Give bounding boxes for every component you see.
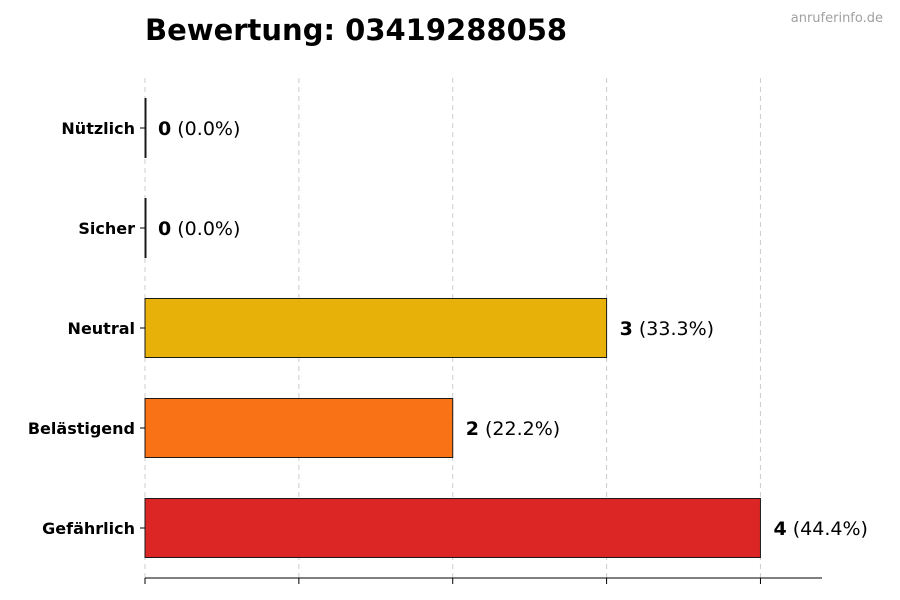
bar-2 <box>144 298 608 358</box>
bar-4 <box>144 498 761 558</box>
category-label-2: Neutral <box>68 319 135 338</box>
value-label-3: 2 (22.2%) <box>466 418 560 440</box>
value-percent-0: (0.0%) <box>171 118 240 140</box>
category-label-3: Belästigend <box>28 419 135 438</box>
value-count-3: 2 <box>466 418 479 440</box>
gridlines <box>144 78 761 578</box>
value-percent-3: (22.2%) <box>479 418 560 440</box>
category-label-4: Gefährlich <box>42 519 135 538</box>
category-label-1: Sicher <box>78 219 135 238</box>
watermark-text: anruferinfo.de <box>791 11 883 26</box>
category-label-0: Nützlich <box>61 119 135 138</box>
value-count-1: 0 <box>158 218 171 240</box>
chart-title: Bewertung: 03419288058 <box>145 13 567 47</box>
value-percent-4: (44.4%) <box>787 518 868 540</box>
bar-3 <box>144 398 454 458</box>
bar-1 <box>144 198 147 258</box>
value-label-1: 0 (0.0%) <box>158 218 240 240</box>
bar-0 <box>144 98 147 158</box>
value-count-4: 4 <box>773 518 786 540</box>
bars-group <box>144 98 761 558</box>
labels-group: Nützlich 0 (0.0%) Sicher 0 (0.0%) Neutral 3 (… <box>28 118 868 540</box>
value-label-0: 0 (0.0%) <box>158 118 240 140</box>
value-label-4: 4 (44.4%) <box>773 518 867 540</box>
value-percent-1: (0.0%) <box>171 218 240 240</box>
value-percent-2: (33.3%) <box>633 318 714 340</box>
value-label-2: 3 (33.3%) <box>620 318 714 340</box>
axes-group <box>140 127 822 584</box>
value-count-2: 3 <box>620 318 633 340</box>
value-count-0: 0 <box>158 118 171 140</box>
